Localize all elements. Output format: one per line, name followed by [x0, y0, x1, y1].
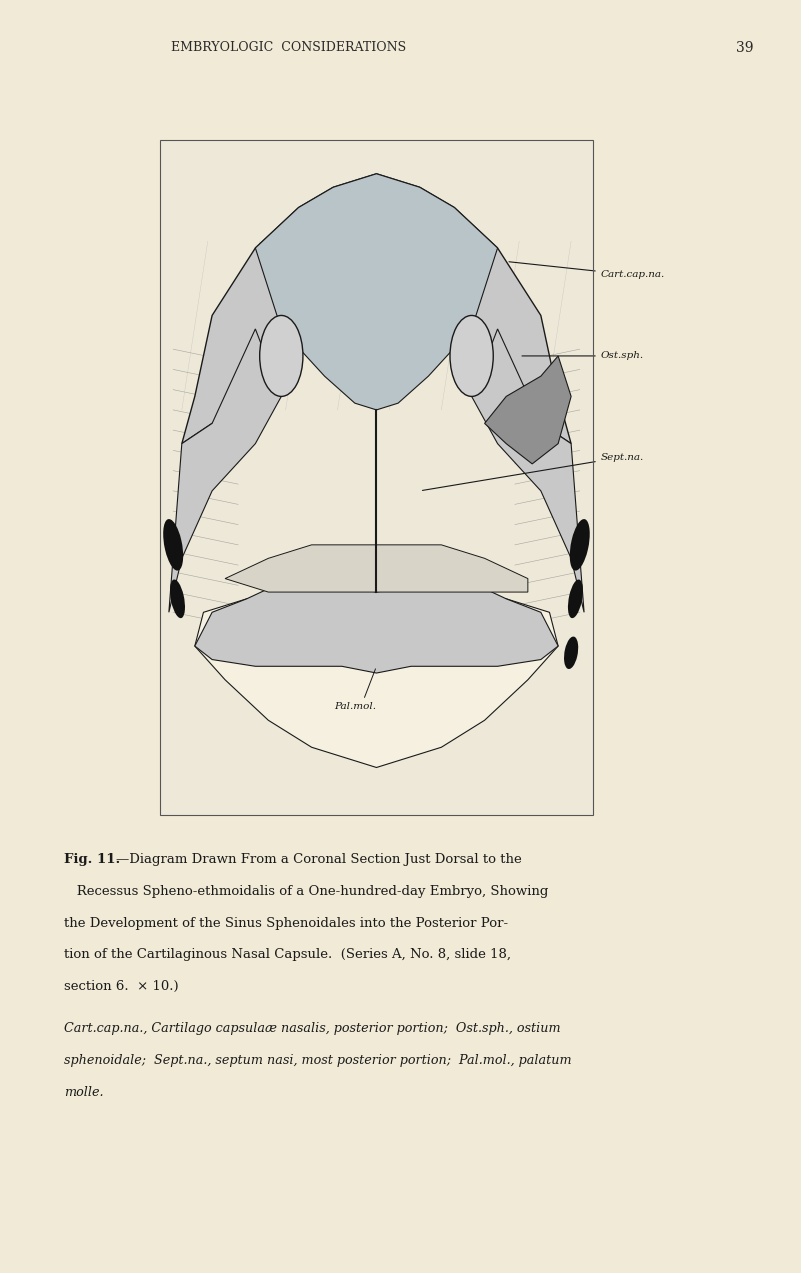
Text: section 6.  × 10.): section 6. × 10.) — [64, 980, 179, 993]
Text: EMBRYOLOGIC  CONSIDERATIONS: EMBRYOLOGIC CONSIDERATIONS — [171, 41, 406, 53]
Text: 39: 39 — [736, 41, 754, 55]
Polygon shape — [485, 356, 571, 463]
Polygon shape — [472, 328, 584, 612]
FancyBboxPatch shape — [160, 140, 593, 815]
Ellipse shape — [163, 519, 183, 570]
Ellipse shape — [570, 519, 590, 570]
Text: Cart.cap.na.: Cart.cap.na. — [509, 262, 665, 280]
Polygon shape — [225, 545, 528, 592]
Polygon shape — [195, 598, 558, 768]
Text: Pal.mol.: Pal.mol. — [334, 703, 376, 712]
Text: Cart.cap.na., Cartilago capsulaæ nasalis, posterior portion;  Ost.sph., ostium: Cart.cap.na., Cartilago capsulaæ nasalis… — [64, 1022, 561, 1035]
Ellipse shape — [564, 636, 578, 670]
Text: sphenoidale;  Sept.na., septum nasi, most posterior portion;  Pal.mol., palatum: sphenoidale; Sept.na., septum nasi, most… — [64, 1054, 572, 1067]
Text: Recessus Spheno-ethmoidalis of a One-hundred-day Embryo, Showing: Recessus Spheno-ethmoidalis of a One-hun… — [64, 885, 549, 897]
Ellipse shape — [260, 316, 303, 396]
Text: Sept.na.: Sept.na. — [422, 453, 644, 490]
Text: Ost.sph.: Ost.sph. — [522, 351, 644, 360]
Text: —Diagram Drawn From a Coronal Section Just Dorsal to the: —Diagram Drawn From a Coronal Section Ju… — [116, 853, 522, 866]
Polygon shape — [195, 579, 558, 673]
Text: molle.: molle. — [64, 1086, 103, 1099]
Text: the Development of the Sinus Sphenoidales into the Posterior Por-: the Development of the Sinus Sphenoidale… — [64, 917, 508, 929]
Ellipse shape — [170, 579, 185, 619]
Polygon shape — [182, 174, 571, 444]
Polygon shape — [169, 328, 281, 612]
Text: Fig. 11.: Fig. 11. — [64, 853, 120, 866]
Ellipse shape — [450, 316, 493, 396]
Text: tion of the Cartilaginous Nasal Capsule.  (Series A, No. 8, slide 18,: tion of the Cartilaginous Nasal Capsule.… — [64, 948, 511, 961]
Polygon shape — [256, 174, 497, 410]
Ellipse shape — [568, 579, 583, 619]
